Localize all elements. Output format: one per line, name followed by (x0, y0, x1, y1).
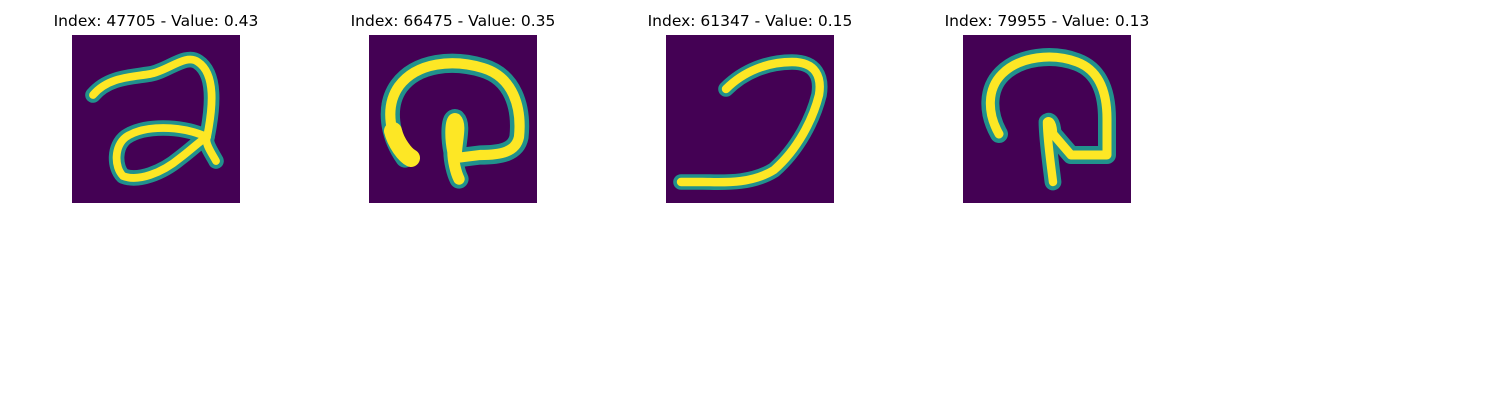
panel-3-title: Index: 61347 - Value: 0.15 (647, 12, 853, 30)
panel-1-title: Index: 47705 - Value: 0.43 (53, 12, 259, 30)
panel-2-title: Index: 66475 - Value: 0.35 (350, 12, 556, 30)
panel-2-digit-image (369, 35, 537, 203)
panel-4-title: Index: 79955 - Value: 0.13 (944, 12, 1150, 30)
panel-1-digit-image (72, 35, 240, 203)
panel-3-digit-image (666, 35, 834, 203)
panel-4-digit-image (963, 35, 1131, 203)
